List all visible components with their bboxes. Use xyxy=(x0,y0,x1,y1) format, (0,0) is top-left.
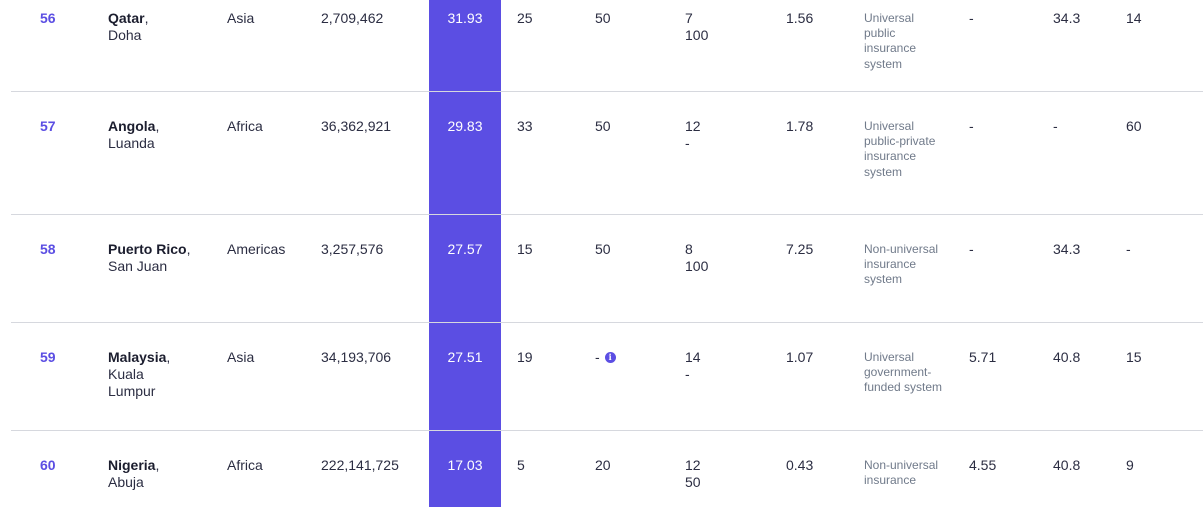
metric-cell: 1.78 xyxy=(786,118,814,134)
metric-value: 12 xyxy=(685,457,701,473)
region-cell: Asia xyxy=(227,349,255,365)
country-name-link[interactable]: Nigeria xyxy=(108,457,156,473)
row-divider xyxy=(11,91,1203,92)
metric-value: 8 xyxy=(685,241,693,257)
health-system-cell: Universal government-funded system xyxy=(864,350,943,395)
country-name-link[interactable]: Malaysia xyxy=(108,349,167,365)
score-cell: 27.57 xyxy=(447,241,483,257)
metric-cell: 4.55 xyxy=(969,457,997,473)
region-cell: Africa xyxy=(227,457,263,473)
rank-link[interactable]: 56 xyxy=(40,10,56,26)
country-name-link[interactable]: Puerto Rico xyxy=(108,241,187,257)
score-cell: 27.51 xyxy=(447,349,483,365)
metric-cell: 20 xyxy=(595,457,611,473)
score-column-highlight xyxy=(429,0,501,507)
health-system-cell: Universal public-private insurance syste… xyxy=(864,119,936,179)
metric-value: - xyxy=(685,135,690,151)
population-cell: 222,141,725 xyxy=(321,457,399,473)
metric-cell: 34.3 xyxy=(1053,10,1081,26)
capital-name: Abuja xyxy=(108,474,144,490)
rank-link[interactable]: 57 xyxy=(40,118,56,134)
country-cell: Angola, Luanda xyxy=(108,118,160,151)
metric-cell: 40.8 xyxy=(1053,349,1081,365)
metric-cell: 7.25 xyxy=(786,241,814,257)
table-row: 60 Nigeria, Abuja Africa 222,141,725 17.… xyxy=(0,431,1203,507)
metric-cell: 50 xyxy=(595,10,611,26)
metric-cell: 33 xyxy=(517,118,533,134)
capital-name: San Juan xyxy=(108,258,168,274)
rank-link[interactable]: 59 xyxy=(40,349,56,365)
region-cell: Africa xyxy=(227,118,263,134)
metric-cell: 50 xyxy=(595,241,611,257)
metric-cell: 5.71 xyxy=(969,349,997,365)
table-row: 58 Puerto Rico, San Juan Americas 3,257,… xyxy=(0,215,1203,323)
score-cell: 17.03 xyxy=(447,457,483,473)
metric-cell: 50 xyxy=(595,118,611,134)
capital-name: Kuala Lumpur xyxy=(108,366,156,399)
metric-cell: - xyxy=(969,10,974,26)
population-cell: 2,709,462 xyxy=(321,10,384,26)
health-system-cell: Non-universal insurance xyxy=(864,458,939,488)
metric-value: 12 xyxy=(685,118,701,134)
table-row: 59 Malaysia, Kuala Lumpur Asia 34,193,70… xyxy=(0,323,1203,431)
metric-cell: - xyxy=(1053,118,1058,134)
metric-cell: 0.43 xyxy=(786,457,814,473)
rank-link[interactable]: 60 xyxy=(40,457,56,473)
metric-cell: 1.07 xyxy=(786,349,814,365)
metric-value: - xyxy=(595,349,600,365)
row-divider xyxy=(11,430,1203,431)
metric-cell: 25 xyxy=(517,10,533,26)
rank-link[interactable]: 58 xyxy=(40,241,56,257)
metric-cell: 12 50 xyxy=(685,457,701,491)
row-divider xyxy=(11,322,1203,323)
metric-value: 100 xyxy=(685,258,709,274)
country-cell: Qatar, Doha xyxy=(108,10,149,43)
metric-cell: 9 xyxy=(1126,457,1134,473)
metric-cell: - xyxy=(1126,241,1131,257)
metric-cell: - xyxy=(969,241,974,257)
metric-cell: 34.3 xyxy=(1053,241,1081,257)
metric-cell: 15 xyxy=(517,241,533,257)
score-cell: 31.93 xyxy=(447,10,483,26)
country-cell: Nigeria, Abuja xyxy=(108,457,160,490)
metric-cell: 14 - xyxy=(685,349,701,383)
metric-value: 100 xyxy=(685,27,709,43)
table-row: 57 Angola, Luanda Africa 36,362,921 29.8… xyxy=(0,92,1203,215)
country-name-link[interactable]: Angola xyxy=(108,118,156,134)
metric-cell: 8 100 xyxy=(685,241,708,275)
metric-value: 14 xyxy=(685,349,701,365)
metric-value: 7 xyxy=(685,10,693,26)
metric-cell: 5 xyxy=(517,457,525,473)
metric-cell: 14 xyxy=(1126,10,1142,26)
metric-cell: - xyxy=(969,118,974,134)
row-divider xyxy=(11,214,1203,215)
country-name-link[interactable]: Qatar xyxy=(108,10,145,26)
metric-value: - xyxy=(685,366,690,382)
country-cell: Malaysia, Kuala Lumpur xyxy=(108,349,171,399)
metric-cell: 1.56 xyxy=(786,10,814,26)
info-icon[interactable]: i xyxy=(604,352,616,363)
capital-name: Luanda xyxy=(108,135,155,151)
table-row: 56 Qatar, Doha Asia 2,709,462 31.93 25 5… xyxy=(0,0,1203,92)
metric-cell: - i xyxy=(595,349,616,366)
metric-cell: 19 xyxy=(517,349,533,365)
metric-cell: 15 xyxy=(1126,349,1142,365)
population-cell: 34,193,706 xyxy=(321,349,392,365)
region-cell: Asia xyxy=(227,10,255,26)
score-cell: 29.83 xyxy=(447,118,483,134)
metric-cell: 12 - xyxy=(685,118,701,152)
metric-value: 50 xyxy=(685,474,701,490)
capital-name: Doha xyxy=(108,27,142,43)
metric-cell: 40.8 xyxy=(1053,457,1081,473)
country-cell: Puerto Rico, San Juan xyxy=(108,241,191,274)
population-cell: 3,257,576 xyxy=(321,241,384,257)
health-system-cell: Non-universal insurance system xyxy=(864,242,939,287)
region-cell: Americas xyxy=(227,241,286,257)
population-cell: 36,362,921 xyxy=(321,118,392,134)
health-system-cell: Universal public insurance system xyxy=(864,11,917,71)
metric-cell: 60 xyxy=(1126,118,1142,134)
metric-cell: 7 100 xyxy=(685,10,708,44)
